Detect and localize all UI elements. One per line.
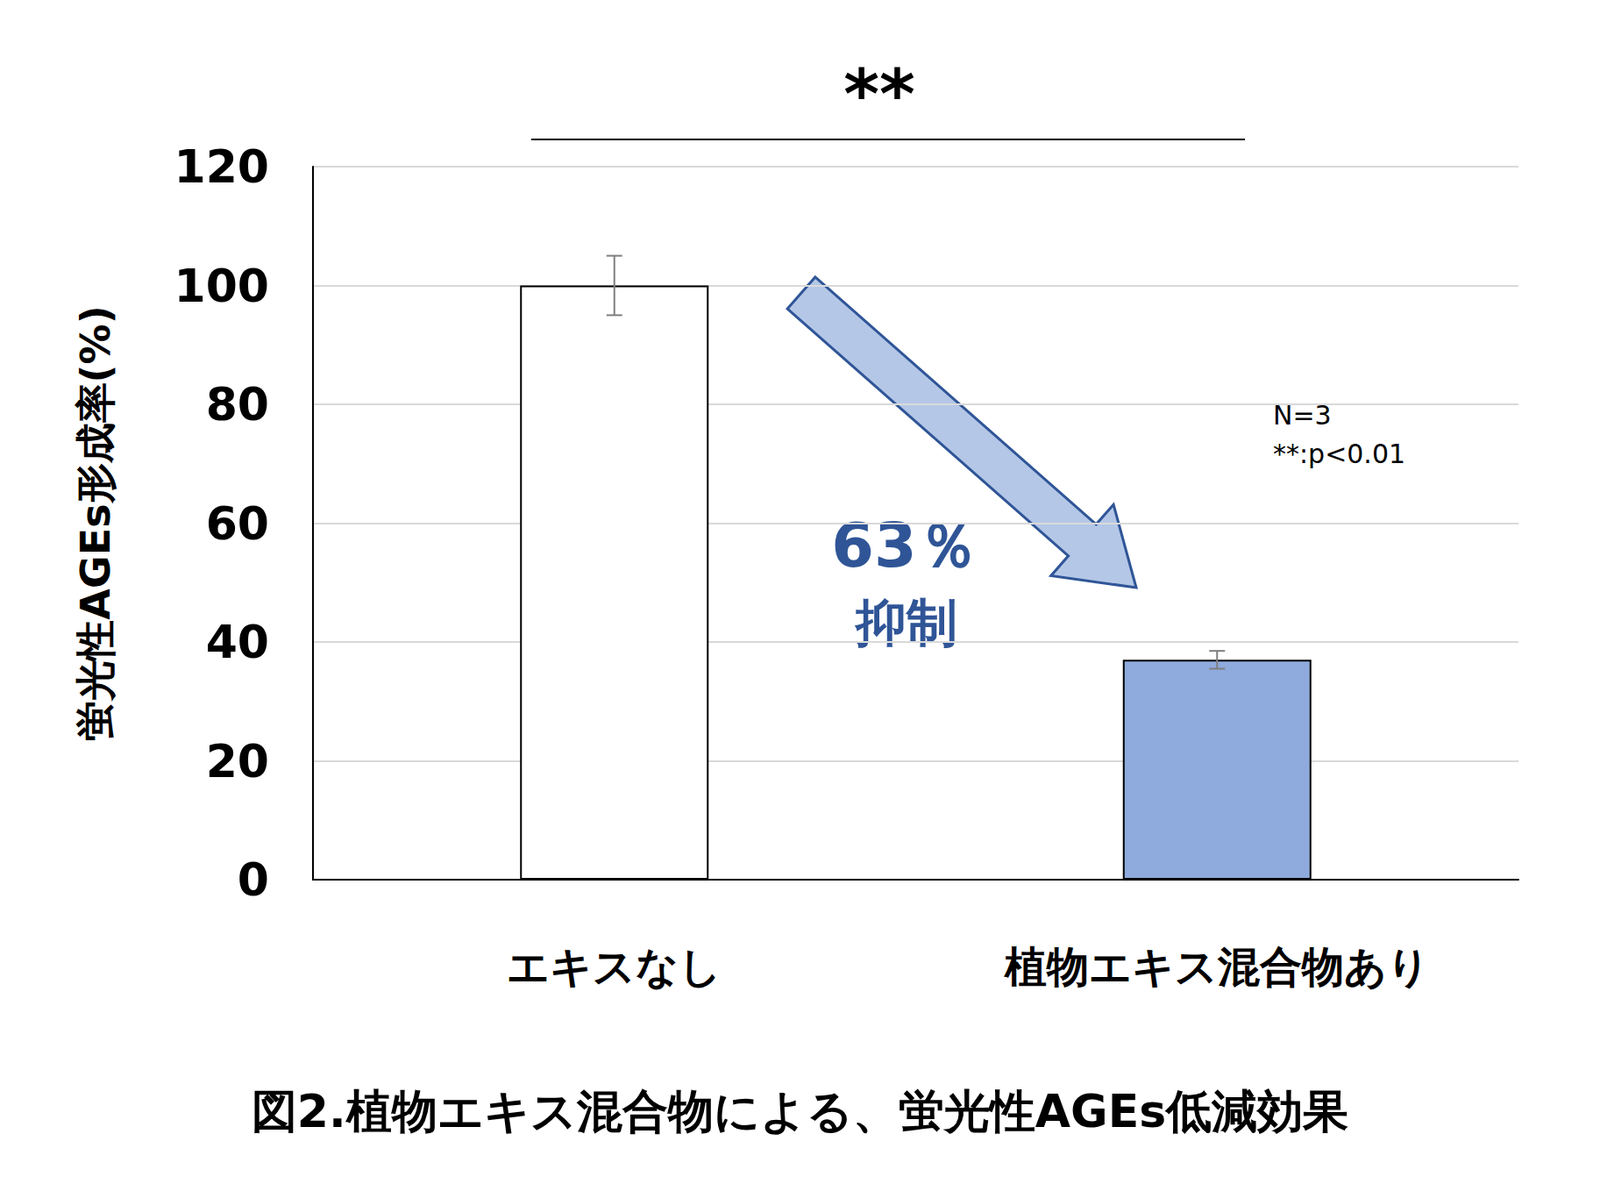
svg-text:抑制: 抑制 bbox=[853, 592, 958, 653]
svg-text:植物エキス混合物あり: 植物エキス混合物あり bbox=[1002, 941, 1430, 991]
svg-text:120: 120 bbox=[173, 140, 270, 193]
svg-text:63％: 63％ bbox=[831, 509, 978, 582]
svg-text:40: 40 bbox=[206, 615, 270, 669]
svg-text:0: 0 bbox=[237, 853, 270, 906]
svg-text:80: 80 bbox=[206, 377, 270, 431]
svg-text:60: 60 bbox=[206, 497, 270, 550]
svg-text:100: 100 bbox=[173, 259, 270, 313]
svg-text:20: 20 bbox=[206, 734, 270, 788]
svg-text:**: ** bbox=[843, 55, 916, 135]
svg-text:蛍光性AGEs形成率(%): 蛍光性AGEs形成率(%) bbox=[71, 305, 120, 740]
svg-text:N=3: N=3 bbox=[1272, 399, 1332, 431]
svg-text:**:p<0.01: **:p<0.01 bbox=[1272, 438, 1406, 470]
svg-text:図2.植物エキス混合物による、蛍光性AGEs低減効果: 図2.植物エキス混合物による、蛍光性AGEs低減効果 bbox=[251, 1084, 1349, 1138]
svg-text:エキスなし: エキスなし bbox=[506, 941, 722, 991]
